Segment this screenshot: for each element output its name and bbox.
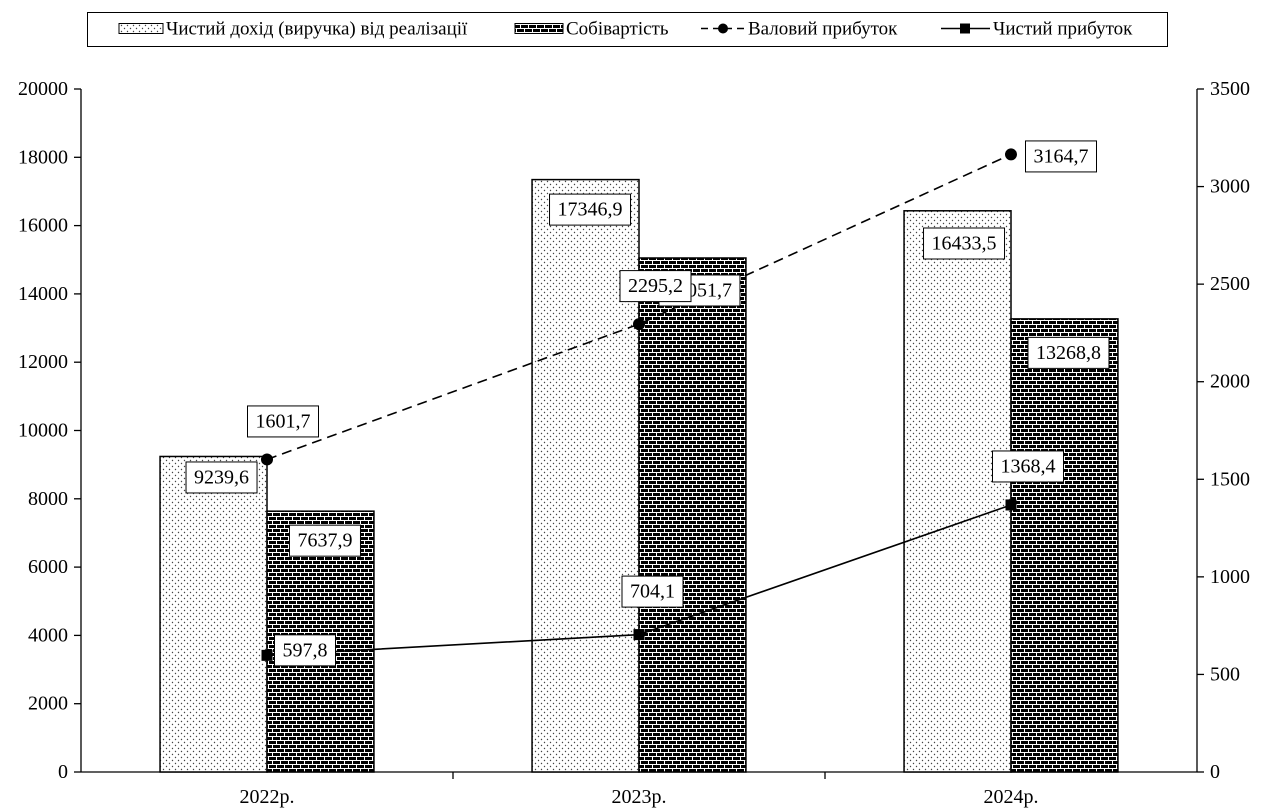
y-left-tick-label: 10000 bbox=[18, 420, 68, 442]
y-right-tick-label: 500 bbox=[1210, 663, 1240, 685]
data-label-text: 3164,7 bbox=[1034, 145, 1089, 167]
data-label-text: 597,8 bbox=[283, 639, 328, 661]
y-left-tick-label: 16000 bbox=[18, 215, 68, 237]
legend: Чистий дохід (виручка) від реалізації Со… bbox=[87, 12, 1168, 47]
x-tick-label: 2023р. bbox=[612, 786, 667, 808]
data-label-text: 1601,7 bbox=[256, 410, 311, 432]
data-label-text: 7637,9 bbox=[297, 530, 352, 552]
y-right-tick-label: 0 bbox=[1210, 761, 1220, 783]
data-label-gross-profit-2: 3164,7 bbox=[1025, 140, 1097, 173]
data-label-text: 16433,5 bbox=[932, 232, 997, 254]
data-label-box bbox=[992, 450, 1064, 483]
y-right-tick-label: 1000 bbox=[1210, 566, 1250, 588]
legend-label-cost-of-sales: Собівартість bbox=[566, 19, 669, 40]
series-gross-profit bbox=[261, 148, 1017, 466]
line-gross-profit bbox=[266, 153, 1012, 461]
y-left-tick-label: 2000 bbox=[28, 693, 68, 715]
marker-gross-profit-1 bbox=[633, 318, 645, 331]
data-label-cost-of-sales-0: 7637,9 bbox=[288, 524, 361, 557]
data-label-revenue-1: 17346,9 bbox=[549, 193, 632, 226]
y-right-tick-label: 2500 bbox=[1210, 273, 1250, 295]
legend-label-revenue: Чистий дохід (виручка) від реалізації bbox=[166, 19, 468, 40]
data-label-gross-profit-1: 2295,2 bbox=[619, 270, 692, 303]
data-label-box bbox=[274, 634, 336, 667]
marker-gross-profit-2 bbox=[1005, 148, 1017, 161]
legend-label-net-profit: Чистий прибуток bbox=[993, 19, 1133, 40]
data-label-box bbox=[923, 227, 1006, 260]
series-revenue bbox=[159, 178, 1012, 773]
legend-label-gross-profit: Валовий прибуток bbox=[748, 19, 898, 40]
bar-cost-of-sales-1 bbox=[638, 257, 747, 773]
y-left-tick-label: 14000 bbox=[18, 283, 68, 305]
bar-cost-of-sales-2 bbox=[1010, 318, 1119, 773]
marker-net-profit-2 bbox=[1005, 499, 1017, 511]
legend-item-cost-of-sales: Собівартість bbox=[514, 19, 669, 40]
y-right-tick-label: 2000 bbox=[1210, 371, 1250, 393]
y-left-tick-label: 20000 bbox=[18, 78, 68, 100]
bar-revenue-1 bbox=[531, 178, 640, 773]
y-left-tick-label: 12000 bbox=[18, 351, 68, 373]
data-label-revenue-0: 9239,6 bbox=[185, 461, 258, 494]
legend-swatch-revenue bbox=[118, 23, 164, 34]
y-right-tick-label: 3000 bbox=[1210, 176, 1250, 198]
data-label-text: 17346,9 bbox=[558, 199, 623, 221]
data-label-cost-of-sales-2: 13268,8 bbox=[1027, 336, 1110, 369]
legend-frame bbox=[87, 12, 1168, 47]
data-label-net-profit-0: 597,8 bbox=[274, 634, 336, 667]
data-label-text: 13268,8 bbox=[1036, 342, 1101, 364]
x-tick-label: 2022р. bbox=[240, 786, 295, 808]
y-left-tick-label: 0 bbox=[58, 761, 68, 783]
data-label-text: 2295,2 bbox=[628, 275, 683, 297]
y-left-tick-label: 8000 bbox=[28, 488, 68, 510]
data-labels: 9239,617346,916433,57637,915051,713268,8… bbox=[185, 140, 1110, 667]
data-label-box bbox=[1025, 140, 1097, 173]
data-label-box bbox=[247, 405, 319, 438]
data-label-box bbox=[549, 193, 632, 226]
y-right-tick-label: 3500 bbox=[1210, 78, 1250, 100]
series-net-profit bbox=[261, 499, 1017, 661]
legend-item-net-profit: Чистий прибуток bbox=[941, 19, 1133, 40]
data-label-net-profit-2: 1368,4 bbox=[992, 450, 1064, 483]
legend-circle-marker-icon bbox=[718, 23, 728, 34]
y-left-tick-label: 4000 bbox=[28, 624, 68, 646]
data-label-box bbox=[288, 524, 361, 557]
x-tick-label: 2024р. bbox=[984, 786, 1039, 808]
bar-revenue-2 bbox=[903, 210, 1012, 773]
marker-net-profit-1 bbox=[633, 629, 645, 641]
legend-item-gross-profit: Валовий прибуток bbox=[701, 19, 898, 40]
data-label-box bbox=[1027, 336, 1110, 369]
data-label-box bbox=[619, 270, 692, 303]
data-label-box bbox=[621, 575, 684, 608]
data-label-net-profit-1: 704,1 bbox=[621, 575, 684, 608]
data-label-text: 9239,6 bbox=[194, 466, 249, 488]
y-left-tick-label: 18000 bbox=[18, 146, 68, 168]
legend-square-marker-icon bbox=[960, 23, 970, 34]
data-label-text: 1368,4 bbox=[1001, 455, 1056, 477]
bar-series-group bbox=[159, 178, 1119, 773]
data-label-text: 704,1 bbox=[630, 581, 675, 603]
y-right-tick-label: 1500 bbox=[1210, 468, 1250, 490]
line-series-group bbox=[261, 148, 1017, 661]
plot-area: 0200040006000800010000120001400016000180… bbox=[18, 78, 1250, 808]
data-label-revenue-2: 16433,5 bbox=[923, 227, 1006, 260]
y-left-tick-label: 6000 bbox=[28, 556, 68, 578]
legend-item-revenue: Чистий дохід (виручка) від реалізації bbox=[118, 19, 468, 40]
marker-gross-profit-0 bbox=[261, 453, 273, 466]
bar-revenue-0 bbox=[159, 455, 268, 773]
data-label-gross-profit-0: 1601,7 bbox=[247, 405, 319, 438]
legend-swatch-cost-of-sales bbox=[514, 23, 564, 34]
marker-net-profit-0 bbox=[261, 649, 273, 661]
data-label-box bbox=[185, 461, 258, 494]
